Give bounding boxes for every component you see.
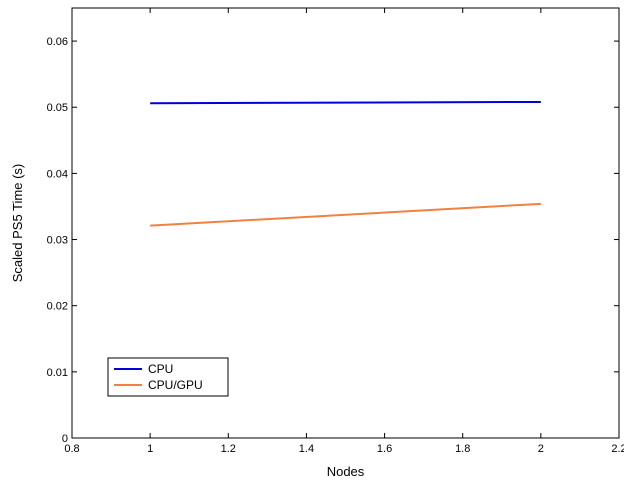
y-tick-label: 0.04 — [47, 168, 68, 180]
x-axis-label: Nodes — [327, 464, 365, 479]
y-tick-label: 0.02 — [47, 301, 68, 313]
series-lines — [150, 100, 541, 227]
y-tick-label: 0.06 — [47, 36, 68, 48]
x-tick-label: 1.4 — [299, 443, 314, 455]
legend-label-cpu-gpu: CPU/GPU — [148, 378, 203, 392]
axis-ticks: 0.8 1 1.2 1.4 1.6 1.8 2 2.2 0 0.01 0.02 0.03 0.04 0.0… — [47, 8, 624, 455]
series-line-cpu — [150, 100, 541, 105]
y-tick-label: 0 — [62, 433, 68, 445]
legend: CPU CPU/GPU — [107, 357, 229, 397]
x-tick-label: 1.2 — [221, 443, 236, 455]
y-tick-label: 0.01 — [47, 367, 68, 379]
x-tick-label: 1 — [147, 443, 153, 455]
x-tick-label: 2.2 — [611, 443, 624, 455]
x-tick-label: 1.6 — [377, 443, 392, 455]
x-tick-label: 2 — [538, 443, 544, 455]
y-axis-label: Scaled PS5 Time (s) — [10, 164, 25, 283]
legend-box — [107, 357, 229, 397]
x-tick-label: 1.8 — [455, 443, 470, 455]
y-tick-label: 0.05 — [47, 102, 68, 114]
legend-label-cpu: CPU — [148, 362, 173, 376]
series-line-cpu-gpu — [150, 202, 541, 227]
x-tick-label: 0.8 — [64, 443, 79, 455]
y-tick-label: 0.03 — [47, 235, 68, 247]
